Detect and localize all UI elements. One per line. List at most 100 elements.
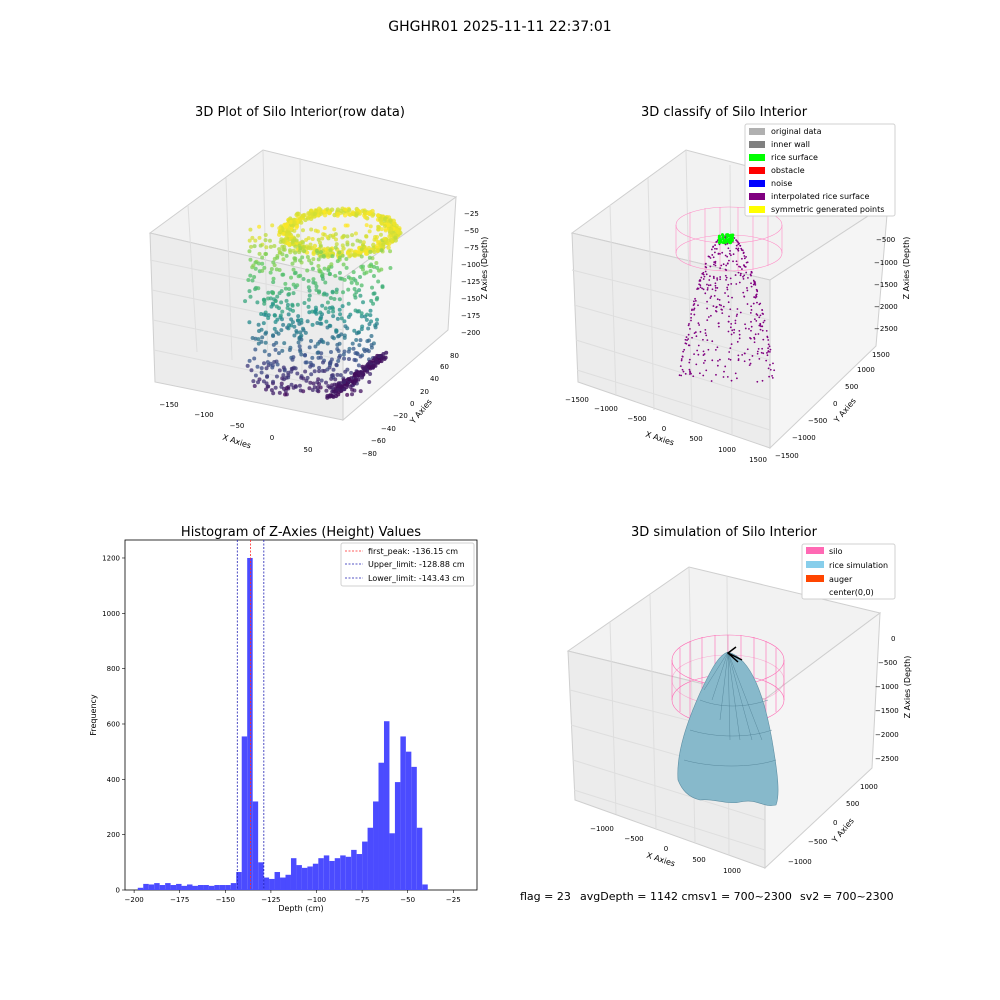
interpolated-point bbox=[706, 283, 708, 286]
raw-point bbox=[262, 265, 267, 270]
raw-point bbox=[371, 301, 376, 306]
interpolated-point bbox=[727, 358, 730, 360]
interpolated-point bbox=[753, 296, 756, 298]
raw-point bbox=[352, 373, 357, 378]
interpolated-point bbox=[748, 327, 750, 330]
raw-point bbox=[296, 233, 301, 238]
interpolated-point bbox=[755, 288, 758, 291]
raw-point bbox=[388, 218, 393, 223]
raw-point bbox=[307, 288, 312, 293]
interpolated-point bbox=[685, 342, 688, 345]
interpolated-point bbox=[726, 375, 729, 378]
raw-point bbox=[294, 238, 299, 243]
histogram-y-tick-label: 800 bbox=[107, 665, 120, 673]
interpolated-point bbox=[746, 289, 749, 292]
simulation-y-tick: 500 bbox=[846, 800, 859, 808]
raw-point bbox=[250, 336, 255, 341]
classify-y-tick: 500 bbox=[845, 383, 858, 391]
raw-point bbox=[376, 213, 381, 218]
interpolated-point bbox=[761, 379, 764, 382]
raw-point bbox=[341, 290, 346, 295]
raw-3d-z-tick: −175 bbox=[461, 312, 480, 320]
histogram-bar bbox=[241, 736, 248, 890]
interpolated-point bbox=[743, 352, 746, 355]
interpolated-point bbox=[689, 327, 691, 330]
raw-point bbox=[326, 268, 331, 273]
raw-point bbox=[357, 343, 362, 348]
raw-point bbox=[354, 337, 359, 342]
interpolated-point bbox=[729, 358, 732, 361]
raw-point bbox=[354, 213, 359, 218]
interpolated-point bbox=[714, 282, 717, 285]
raw-point bbox=[256, 322, 261, 327]
interpolated-point bbox=[754, 296, 757, 299]
interpolated-point bbox=[716, 346, 719, 349]
raw-point bbox=[322, 369, 327, 374]
raw-point bbox=[332, 227, 337, 232]
interpolated-point bbox=[681, 355, 684, 358]
interpolated-point bbox=[710, 380, 713, 382]
raw-point bbox=[350, 392, 355, 397]
interpolated-point bbox=[705, 334, 708, 337]
raw-point bbox=[275, 294, 280, 299]
raw-point bbox=[381, 351, 386, 356]
raw-point bbox=[262, 312, 267, 317]
raw-point bbox=[337, 250, 342, 255]
histogram-y-tick-label: 0 bbox=[116, 887, 120, 895]
raw-point bbox=[331, 394, 336, 399]
raw-3d-x-tick: −150 bbox=[159, 401, 178, 409]
raw-point bbox=[311, 257, 316, 262]
raw-point bbox=[306, 211, 311, 216]
rice-surface-point bbox=[717, 234, 721, 238]
raw-point bbox=[352, 388, 357, 393]
raw-point bbox=[336, 334, 341, 339]
simulation-y-tick: −500 bbox=[808, 838, 827, 846]
raw-point bbox=[342, 356, 347, 361]
raw-point bbox=[313, 281, 318, 286]
interpolated-point bbox=[769, 364, 771, 366]
raw-3d-y-tick: −80 bbox=[362, 450, 377, 458]
interpolated-point bbox=[743, 255, 746, 257]
histogram-bar bbox=[411, 766, 417, 890]
raw-point bbox=[315, 229, 320, 234]
interpolated-point bbox=[745, 261, 748, 264]
raw-point bbox=[297, 321, 302, 326]
raw-point bbox=[283, 392, 288, 397]
classify-x-tick: 1000 bbox=[718, 446, 736, 454]
interpolated-point bbox=[724, 365, 727, 368]
raw-point bbox=[347, 356, 352, 361]
interpolated-point bbox=[697, 304, 699, 307]
interpolated-point bbox=[762, 313, 765, 315]
histogram-bar bbox=[307, 866, 313, 890]
raw-point bbox=[248, 294, 253, 299]
interpolated-point bbox=[734, 372, 737, 375]
interpolated-point bbox=[716, 298, 719, 301]
classify-legend-item: rice surface bbox=[749, 153, 818, 162]
raw-point bbox=[341, 352, 346, 357]
interpolated-point bbox=[736, 313, 739, 316]
raw-point bbox=[352, 357, 357, 362]
simulation-y-tick: −1000 bbox=[788, 858, 812, 866]
interpolated-point bbox=[714, 287, 717, 289]
raw-point bbox=[303, 360, 308, 365]
classify-y-tick: −500 bbox=[808, 417, 827, 425]
raw-point bbox=[310, 236, 315, 241]
raw-point bbox=[358, 389, 363, 394]
raw-point bbox=[256, 286, 261, 291]
interpolated-point bbox=[750, 274, 752, 277]
raw-point bbox=[280, 348, 285, 353]
histogram-bar bbox=[367, 827, 374, 890]
raw-point bbox=[354, 290, 359, 295]
raw-point bbox=[335, 259, 340, 264]
interpolated-point bbox=[707, 348, 710, 351]
raw-point bbox=[345, 367, 350, 372]
classify-rice-surface-points bbox=[717, 233, 735, 245]
raw-point bbox=[259, 370, 264, 375]
raw-point bbox=[370, 208, 375, 214]
interpolated-point bbox=[726, 288, 729, 291]
raw-point bbox=[322, 291, 327, 296]
interpolated-point bbox=[693, 308, 695, 311]
raw-point bbox=[272, 313, 277, 318]
raw-point bbox=[260, 268, 265, 273]
interpolated-point bbox=[715, 247, 718, 250]
